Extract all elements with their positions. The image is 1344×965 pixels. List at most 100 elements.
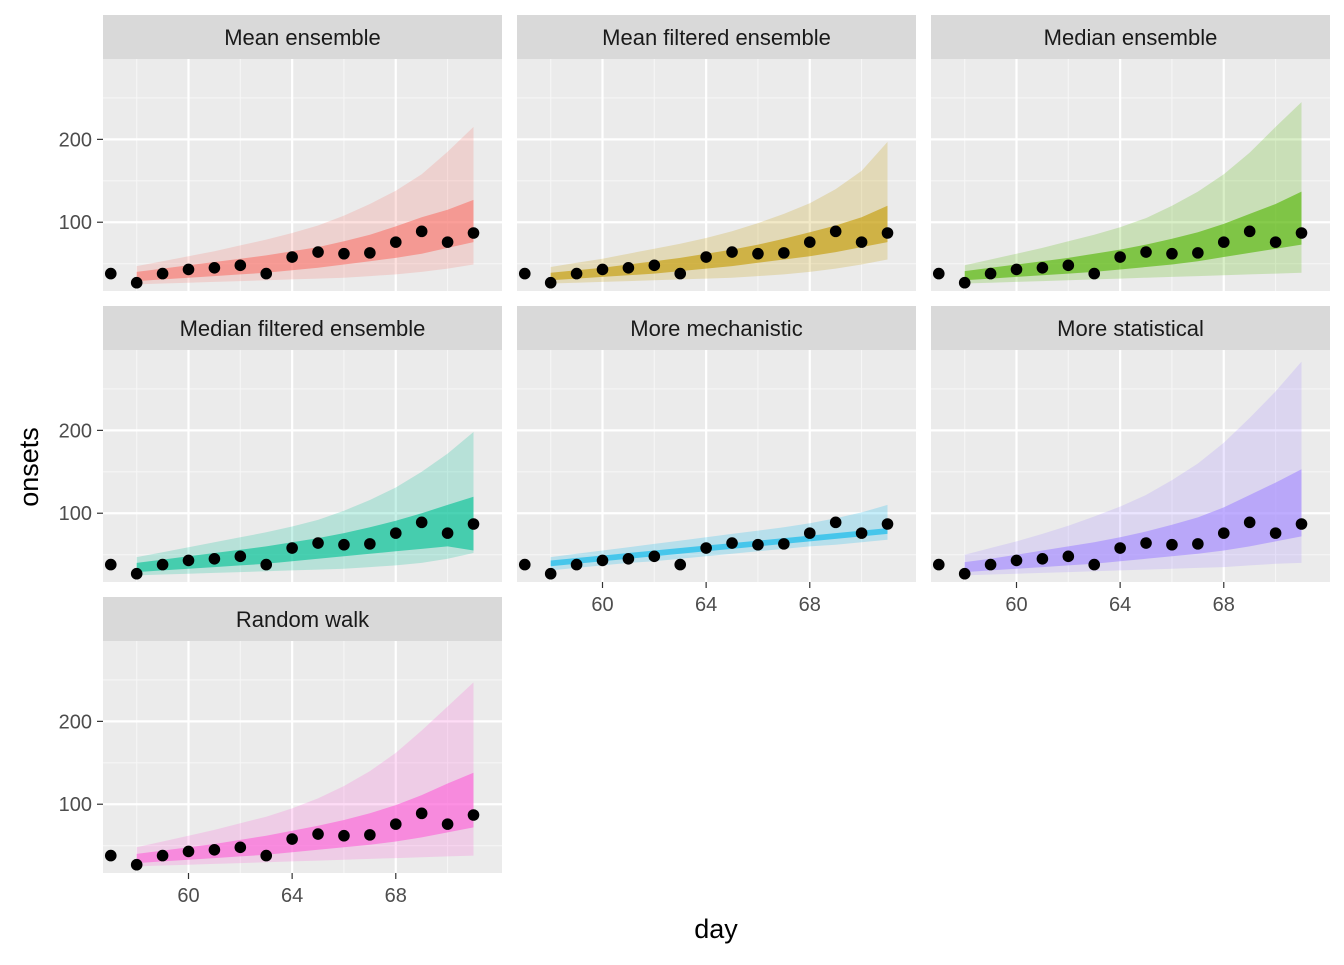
inner-interval-ribbon xyxy=(550,528,888,567)
observed-point xyxy=(389,527,402,539)
observed-point xyxy=(855,236,868,248)
observed-point xyxy=(1140,246,1152,258)
y-tick-label: 100 xyxy=(59,794,92,816)
observed-point xyxy=(441,236,454,248)
facet-title: Median filtered ensemble xyxy=(180,316,426,341)
observed-point xyxy=(1036,553,1049,565)
observed-point xyxy=(622,553,635,565)
observed-point xyxy=(1088,267,1101,280)
observed-point xyxy=(829,516,842,529)
observed-point xyxy=(518,558,531,571)
x-tick-label: 64 xyxy=(695,594,717,616)
observed-point xyxy=(544,567,557,580)
observed-point xyxy=(338,538,350,551)
inner-interval-ribbon xyxy=(550,205,888,281)
observed-point xyxy=(208,262,221,274)
x-tick-label: 68 xyxy=(799,594,821,616)
observed-point xyxy=(829,225,842,238)
observed-point xyxy=(984,558,997,571)
observed-point xyxy=(932,267,945,280)
observed-point xyxy=(855,527,868,539)
inner-interval-ribbon xyxy=(136,772,474,864)
observed-point xyxy=(726,537,738,549)
observed-point xyxy=(752,247,764,260)
inner-interval-ribbon xyxy=(136,496,474,573)
x-tick-label: 60 xyxy=(177,885,199,907)
observed-point xyxy=(312,828,324,840)
y-axis-title: onsets xyxy=(14,427,44,507)
x-tick-label: 68 xyxy=(385,885,407,907)
observed-point xyxy=(156,267,169,280)
y-tick-label: 100 xyxy=(59,503,92,525)
observed-point xyxy=(364,247,376,259)
observed-point xyxy=(881,518,894,530)
observed-point xyxy=(182,554,195,567)
observed-point xyxy=(1062,259,1075,272)
observed-point xyxy=(958,276,971,289)
facet-strip xyxy=(103,306,502,350)
observed-point xyxy=(415,807,428,820)
facet-panel: More statistical 60 64 68 xyxy=(931,306,1330,616)
observed-point xyxy=(312,537,324,549)
observed-point xyxy=(803,527,816,539)
observed-point xyxy=(778,247,790,259)
observed-point xyxy=(1010,554,1023,567)
observed-point xyxy=(260,267,273,280)
facet-strip xyxy=(103,597,502,641)
observed-point xyxy=(364,538,376,550)
observed-point xyxy=(182,845,195,858)
facet-title: Median ensemble xyxy=(1044,25,1218,50)
y-tick-label: 200 xyxy=(59,129,92,151)
observed-point xyxy=(1114,251,1126,263)
x-axis-title: day xyxy=(694,914,738,944)
observed-point xyxy=(260,558,273,571)
observed-point xyxy=(1192,247,1204,259)
observed-point xyxy=(260,849,273,862)
observed-point xyxy=(544,276,557,289)
observed-point xyxy=(467,518,480,530)
observed-point xyxy=(1088,558,1101,571)
observed-point xyxy=(622,262,635,274)
observed-point xyxy=(1062,550,1075,563)
observed-point xyxy=(1243,516,1256,529)
observed-point xyxy=(752,538,764,551)
observed-point xyxy=(130,858,143,871)
observed-point xyxy=(674,267,687,280)
observed-point xyxy=(156,558,169,571)
observed-point xyxy=(1295,227,1308,239)
facet-panel: Random walk 100 200 60 64 68 xyxy=(59,597,502,907)
observed-point xyxy=(415,516,428,529)
facet-title: More statistical xyxy=(1057,316,1204,341)
observed-point xyxy=(104,267,117,280)
facet-panel: Median filtered ensemble 100 200 xyxy=(59,306,502,582)
observed-point xyxy=(104,558,117,571)
observed-point xyxy=(1166,247,1178,260)
facet-strip xyxy=(517,306,916,350)
x-tick-label: 60 xyxy=(591,594,613,616)
observed-point xyxy=(648,550,661,563)
observed-point xyxy=(1269,527,1282,539)
observed-point xyxy=(467,809,480,821)
observed-point xyxy=(596,554,609,567)
observed-point xyxy=(234,841,247,854)
observed-point xyxy=(726,246,738,258)
facet-title: Random walk xyxy=(236,607,370,632)
y-tick-label: 200 xyxy=(59,420,92,442)
facet-title: Mean filtered ensemble xyxy=(602,25,831,50)
observed-point xyxy=(364,829,376,841)
y-tick-label: 100 xyxy=(59,212,92,234)
observed-point xyxy=(389,818,402,830)
observed-point xyxy=(1192,538,1204,550)
observed-point xyxy=(130,276,143,289)
observed-point xyxy=(156,849,169,862)
x-tick-label: 64 xyxy=(1109,594,1131,616)
observed-point xyxy=(778,538,790,550)
observed-point xyxy=(1166,538,1178,551)
y-tick-label: 200 xyxy=(59,711,92,733)
observed-point xyxy=(1217,527,1230,539)
observed-point xyxy=(570,558,583,571)
facet-panel: Mean ensemble 100 200 xyxy=(59,15,502,291)
inner-interval-ribbon xyxy=(964,191,1302,281)
observed-point xyxy=(441,818,454,830)
